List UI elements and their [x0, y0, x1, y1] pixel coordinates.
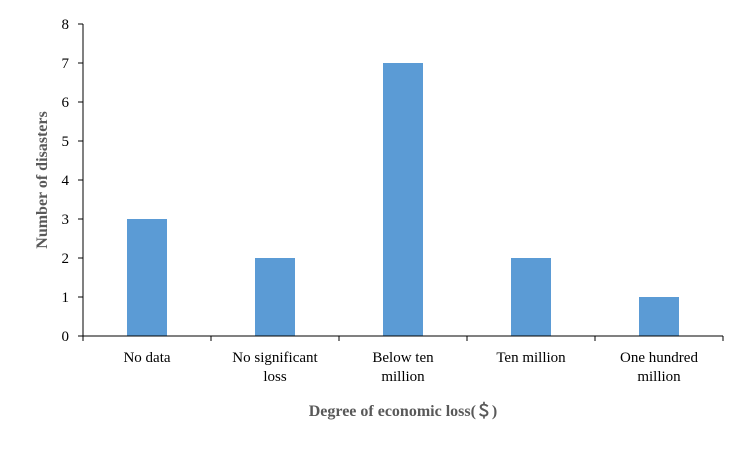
x-category-label-0: No data	[123, 350, 170, 366]
bar-2	[383, 63, 423, 336]
y-tick-label-5: 5	[62, 134, 70, 150]
x-category-label-2: Below ten million	[372, 350, 434, 385]
y-tick-label-6: 6	[62, 95, 70, 111]
y-ticks-group: 0 1 2 3 4 5 6 7 8	[62, 17, 83, 345]
x-labels-group: No data No significant loss Below ten millio…	[123, 350, 698, 385]
y-axis-title: Number of disasters	[34, 111, 51, 248]
bar-1	[255, 258, 295, 336]
y-tick-label-4: 4	[62, 173, 70, 189]
y-tick-label-7: 7	[62, 56, 70, 72]
bars-group	[127, 63, 679, 336]
x-category-label-4: One hundred million	[620, 350, 698, 385]
bar-0	[127, 219, 167, 336]
y-tick-label-3: 3	[62, 212, 70, 228]
y-tick-label-8: 8	[62, 17, 70, 33]
y-tick-label-0: 0	[62, 329, 70, 345]
bar-3	[511, 258, 551, 336]
x-category-label-3: Ten million	[496, 350, 566, 366]
y-tick-label-2: 2	[62, 251, 70, 267]
x-category-label-1: No significant loss	[232, 350, 318, 385]
bar-4	[639, 297, 679, 336]
x-axis-title: Degree of economic loss(＄)	[309, 401, 498, 420]
y-tick-label-1: 1	[62, 290, 70, 306]
